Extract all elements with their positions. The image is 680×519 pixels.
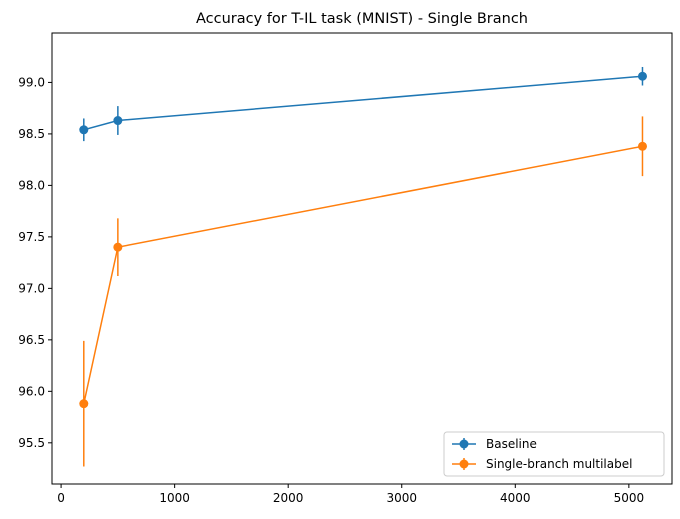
x-tick-label: 0 [57, 491, 65, 505]
x-axis: 0 1000 2000 3000 4000 5000 [57, 484, 644, 505]
y-tick-label: 98.0 [18, 178, 45, 192]
data-point [79, 399, 89, 409]
legend-entry: Single-branch multilabel [452, 457, 632, 471]
legend-entry: Baseline [452, 437, 537, 451]
y-tick-label: 97.0 [18, 281, 45, 295]
y-tick-label: 97.5 [18, 230, 45, 244]
legend-marker [459, 459, 469, 469]
series-0 [79, 66, 647, 142]
data-point [113, 116, 123, 126]
chart-title: Accuracy for T-IL task (MNIST) - Single … [196, 11, 528, 27]
data-point [637, 71, 647, 81]
x-tick-label: 2000 [273, 491, 304, 505]
legend-marker [459, 439, 469, 449]
x-tick-label: 1000 [159, 491, 190, 505]
x-tick-label: 5000 [614, 491, 645, 505]
legend: Baseline Single-branch multilabel [443, 431, 665, 477]
data-point [637, 141, 647, 151]
plot-frame [51, 32, 673, 485]
plot-area [79, 66, 647, 467]
y-tick-label: 98.5 [18, 127, 45, 141]
legend-label: Baseline [486, 437, 537, 451]
y-tick-label: 96.5 [18, 333, 45, 347]
legend-box [443, 431, 665, 477]
data-point [79, 125, 89, 135]
series-line [83, 145, 643, 404]
series-1 [79, 116, 647, 467]
series-line [83, 75, 643, 131]
x-tick-label: 3000 [386, 491, 417, 505]
x-tick-label: 4000 [500, 491, 531, 505]
y-tick-label: 99.0 [18, 75, 45, 89]
y-tick-label: 96.0 [18, 384, 45, 398]
legend-label: Single-branch multilabel [486, 457, 632, 471]
data-point [113, 242, 123, 252]
y-tick-label: 95.5 [18, 436, 45, 450]
y-axis: 95.5 96.0 96.5 97.0 97.5 98.0 98.5 99.0 [18, 75, 52, 450]
